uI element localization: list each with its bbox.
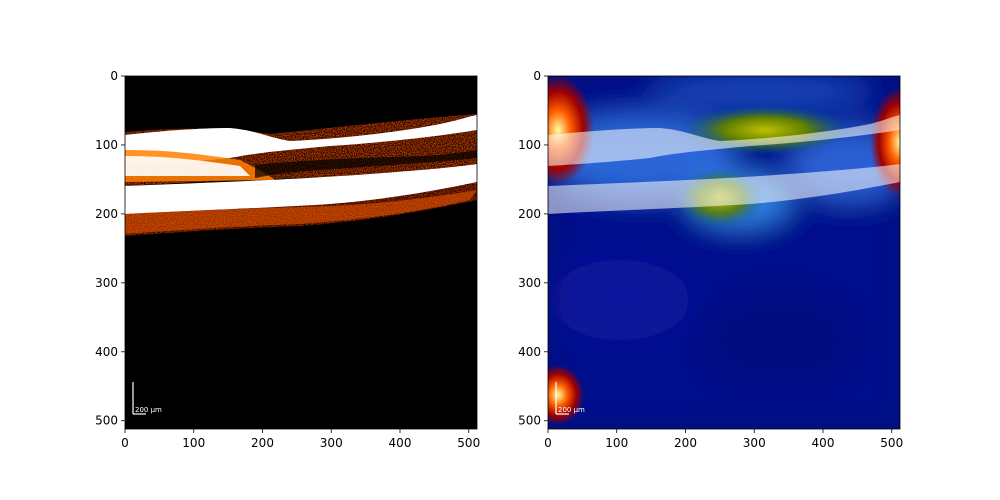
x-tick-label: 0 bbox=[544, 436, 552, 450]
y-tick-label: 0 bbox=[533, 69, 541, 83]
axes-frame bbox=[124, 75, 478, 430]
axes-frame bbox=[547, 75, 901, 430]
scale-bar: 200 µm bbox=[132, 382, 162, 415]
y-tick-label: 100 bbox=[95, 138, 118, 152]
y-tick-label: 300 bbox=[95, 276, 118, 290]
y-tick-label: 100 bbox=[518, 138, 541, 152]
x-tick-label: 400 bbox=[812, 436, 835, 450]
x-tick-label: 300 bbox=[743, 436, 766, 450]
y-tick-label: 0 bbox=[110, 69, 118, 83]
scale-bar-label: 200 µm bbox=[135, 406, 162, 414]
y-tick-label: 500 bbox=[518, 414, 541, 428]
y-tick-label: 400 bbox=[95, 345, 118, 359]
x-tick-label: 0 bbox=[121, 436, 129, 450]
heatmap-image: 200 µm bbox=[548, 76, 900, 429]
y-tick-label: 200 bbox=[518, 207, 541, 221]
scale-bar-label: 200 µm bbox=[558, 406, 585, 414]
y-tick-label: 500 bbox=[95, 414, 118, 428]
x-tick-label: 300 bbox=[320, 436, 343, 450]
y-tick-label: 400 bbox=[518, 345, 541, 359]
x-tick-label: 500 bbox=[457, 436, 480, 450]
x-tick-label: 100 bbox=[605, 436, 628, 450]
x-tick-label: 400 bbox=[389, 436, 412, 450]
x-tick-label: 500 bbox=[880, 436, 903, 450]
x-tick-label: 200 bbox=[251, 436, 274, 450]
scale-bar: 200 µm bbox=[555, 382, 585, 415]
y-tick-label: 300 bbox=[518, 276, 541, 290]
oct-image: 200 µm bbox=[125, 76, 477, 429]
x-tick-label: 200 bbox=[674, 436, 697, 450]
y-tick-label: 200 bbox=[95, 207, 118, 221]
x-tick-label: 100 bbox=[182, 436, 205, 450]
